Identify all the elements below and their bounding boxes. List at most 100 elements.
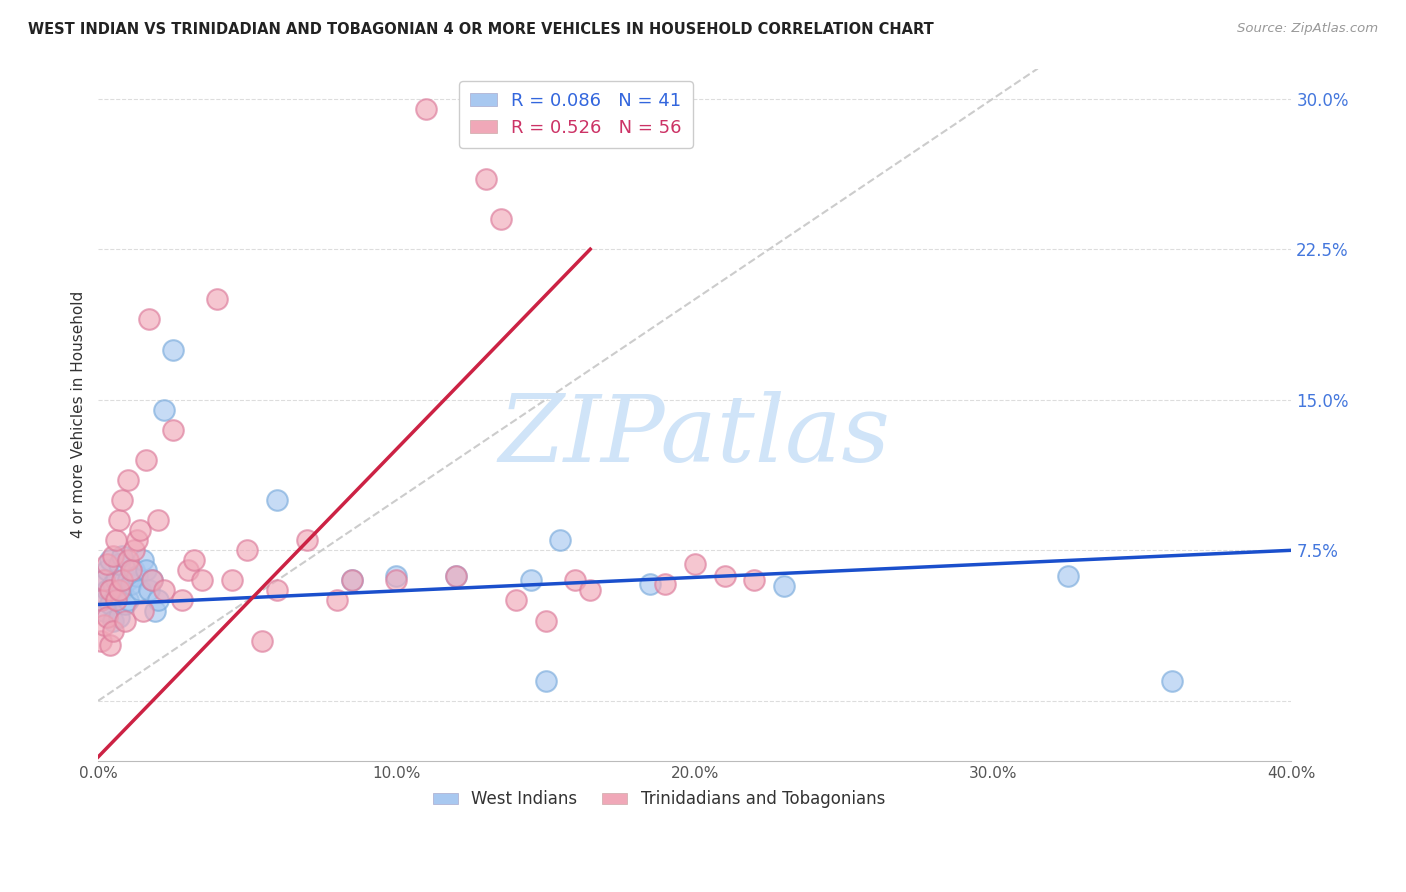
Point — [101, 549, 124, 564]
Point — [340, 574, 363, 588]
Point — [90, 593, 112, 607]
Point — [221, 574, 243, 588]
Point — [683, 558, 706, 572]
Point — [146, 593, 169, 607]
Point — [146, 513, 169, 527]
Point — [191, 574, 214, 588]
Point — [460, 102, 482, 116]
Point — [534, 673, 557, 688]
Point — [98, 553, 121, 567]
Point — [143, 603, 166, 617]
Point — [135, 563, 157, 577]
Point — [141, 574, 163, 588]
Point — [132, 553, 155, 567]
Point — [266, 493, 288, 508]
Point — [104, 574, 127, 588]
Point — [111, 549, 134, 564]
Point — [128, 523, 150, 537]
Point — [93, 574, 115, 588]
Point — [90, 593, 112, 607]
Point — [93, 603, 115, 617]
Point — [135, 453, 157, 467]
Point — [1056, 569, 1078, 583]
Point — [505, 593, 527, 607]
Point — [250, 633, 273, 648]
Point — [325, 593, 347, 607]
Point — [104, 593, 127, 607]
Point — [117, 473, 139, 487]
Point — [489, 212, 512, 227]
Point — [96, 563, 118, 577]
Point — [444, 569, 467, 583]
Point — [1161, 673, 1184, 688]
Point — [564, 574, 586, 588]
Point — [138, 583, 160, 598]
Point — [295, 533, 318, 548]
Point — [744, 574, 766, 588]
Point — [96, 558, 118, 572]
Point — [104, 590, 127, 604]
Point — [101, 624, 124, 638]
Point — [93, 574, 115, 588]
Point — [183, 553, 205, 567]
Point — [122, 563, 145, 577]
Text: ZIPatlas: ZIPatlas — [499, 391, 890, 481]
Point — [444, 569, 467, 583]
Point — [125, 569, 148, 583]
Point — [108, 558, 131, 572]
Point — [120, 563, 142, 577]
Point — [96, 609, 118, 624]
Text: WEST INDIAN VS TRINIDADIAN AND TOBAGONIAN 4 OR MORE VEHICLES IN HOUSEHOLD CORREL: WEST INDIAN VS TRINIDADIAN AND TOBAGONIA… — [28, 22, 934, 37]
Point — [114, 614, 136, 628]
Point — [108, 583, 131, 598]
Point — [207, 293, 229, 307]
Point — [122, 543, 145, 558]
Point — [98, 598, 121, 612]
Point — [415, 102, 437, 116]
Point — [111, 493, 134, 508]
Point — [550, 533, 572, 548]
Point — [638, 577, 661, 591]
Point — [125, 533, 148, 548]
Point — [111, 583, 134, 598]
Point — [176, 563, 198, 577]
Point — [236, 543, 259, 558]
Point — [104, 533, 127, 548]
Point — [132, 603, 155, 617]
Point — [98, 583, 121, 598]
Point — [111, 574, 134, 588]
Point — [117, 553, 139, 567]
Point — [117, 574, 139, 588]
Point — [90, 633, 112, 648]
Point — [98, 638, 121, 652]
Point — [128, 583, 150, 598]
Point — [519, 574, 541, 588]
Point — [120, 577, 142, 591]
Text: Source: ZipAtlas.com: Source: ZipAtlas.com — [1237, 22, 1378, 36]
Point — [162, 423, 184, 437]
Point — [340, 574, 363, 588]
Point — [96, 583, 118, 598]
Point — [114, 598, 136, 612]
Point — [108, 513, 131, 527]
Point — [117, 593, 139, 607]
Point — [170, 593, 193, 607]
Point — [475, 172, 498, 186]
Point — [138, 312, 160, 326]
Point — [162, 343, 184, 357]
Point — [385, 569, 408, 583]
Point — [773, 579, 796, 593]
Point — [141, 574, 163, 588]
Point — [266, 583, 288, 598]
Point — [579, 583, 602, 598]
Point — [108, 609, 131, 624]
Point — [101, 577, 124, 591]
Point — [152, 583, 174, 598]
Point — [93, 617, 115, 632]
Point — [385, 574, 408, 588]
Legend: West Indians, Trinidadians and Tobagonians: West Indians, Trinidadians and Tobagonia… — [426, 784, 891, 815]
Point — [152, 402, 174, 417]
Y-axis label: 4 or more Vehicles in Household: 4 or more Vehicles in Household — [72, 291, 86, 539]
Point — [101, 614, 124, 628]
Point — [534, 614, 557, 628]
